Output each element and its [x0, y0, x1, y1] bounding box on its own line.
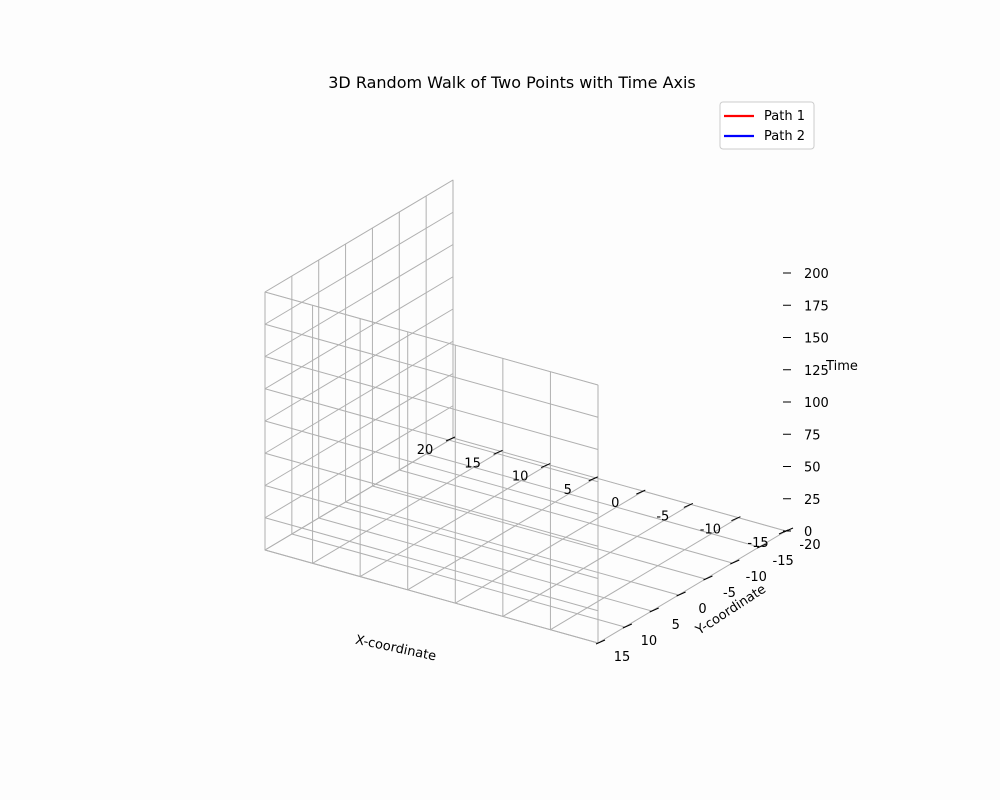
x-tick-mark: [540, 463, 551, 469]
y-tick-mark: [649, 607, 659, 613]
gridline: [264, 340, 454, 454]
gridline: [264, 291, 599, 386]
x-tick-mark: [493, 449, 503, 455]
x-tick-label: 15: [464, 456, 481, 471]
gridline: [312, 450, 501, 564]
x-tick-label: -15: [747, 536, 768, 551]
gridline: [264, 420, 599, 515]
y-tick-label: -5: [723, 586, 736, 601]
x-tick-mark: [636, 489, 646, 495]
y-tick-label: -15: [773, 554, 794, 569]
gridline: [264, 179, 454, 293]
y-tick-mark: [595, 639, 606, 645]
y-tick-label: -10: [746, 570, 767, 585]
y-tick-label: 10: [641, 634, 658, 649]
x-tick-mark: [731, 516, 741, 522]
y-tick-mark: [676, 591, 686, 597]
z-tick-label: 200: [804, 267, 829, 282]
x-tick-label: 5: [564, 483, 572, 498]
gridline: [264, 244, 454, 357]
gridline: [291, 533, 625, 628]
gridline: [264, 549, 599, 644]
legend: Path 1 Path 2: [719, 101, 815, 150]
y-tick-mark: [622, 623, 633, 629]
legend-box: [719, 101, 815, 150]
z-tick-label: 175: [804, 299, 829, 314]
gridline: [264, 388, 599, 483]
x-tick-label: 20: [417, 443, 434, 458]
gridline: [264, 373, 454, 486]
gridline: [597, 530, 787, 644]
gridline: [264, 437, 454, 551]
gridline: [264, 452, 599, 547]
z-tick-label: 100: [804, 396, 829, 411]
legend-label-path-1: Path 1: [764, 109, 805, 124]
gridline: [426, 453, 760, 548]
gridline: [372, 485, 706, 580]
gridline: [345, 501, 679, 596]
gridline: [264, 323, 599, 418]
x-tick-label: 10: [512, 470, 529, 485]
z-tick-label: 75: [804, 428, 821, 443]
gridline: [264, 517, 599, 612]
z-tick-label: 125: [804, 364, 829, 379]
y-tick-label: 5: [672, 618, 680, 633]
gridline: [359, 464, 549, 578]
x-tick-mark: [683, 502, 694, 508]
legend-label-path-2: Path 2: [764, 129, 805, 144]
gridline: [264, 308, 454, 422]
z-tick-label: 50: [804, 461, 821, 476]
x-tick-mark: [588, 476, 598, 482]
y-tick-label: -20: [799, 538, 820, 553]
gridline: [399, 469, 733, 564]
x-tick-label: -10: [700, 523, 721, 538]
x-axis-label: X-coordinate: [354, 633, 438, 665]
z-tick-label: 0: [804, 525, 812, 540]
y-tick-mark: [703, 575, 713, 581]
axis-panes: [263, 179, 788, 644]
y-tick-mark: [730, 559, 740, 565]
chart-title: 3D Random Walk of Two Points with Time A…: [328, 73, 696, 92]
z-tick-label: 25: [804, 493, 821, 508]
gridline: [452, 437, 787, 532]
z-tick-label: 150: [804, 332, 829, 347]
z-axis-label: Time: [825, 359, 858, 374]
x-tick-mark: [445, 436, 456, 442]
gridline: [264, 211, 454, 325]
x-tick-label: 0: [611, 496, 619, 511]
y-tick-label: 0: [698, 602, 706, 617]
x-tick-label: -5: [656, 509, 669, 524]
gridlines: [264, 179, 787, 644]
gridline: [502, 503, 692, 617]
gridline: [318, 517, 652, 612]
y-tick-mark: [756, 543, 767, 549]
gridline: [550, 517, 739, 631]
y-tick-label: 15: [614, 650, 631, 665]
gridline: [264, 276, 454, 390]
gridline: [264, 405, 454, 519]
gridline: [407, 477, 596, 591]
gridline: [264, 485, 599, 579]
gridline: [264, 356, 599, 450]
gridline: [455, 490, 644, 604]
